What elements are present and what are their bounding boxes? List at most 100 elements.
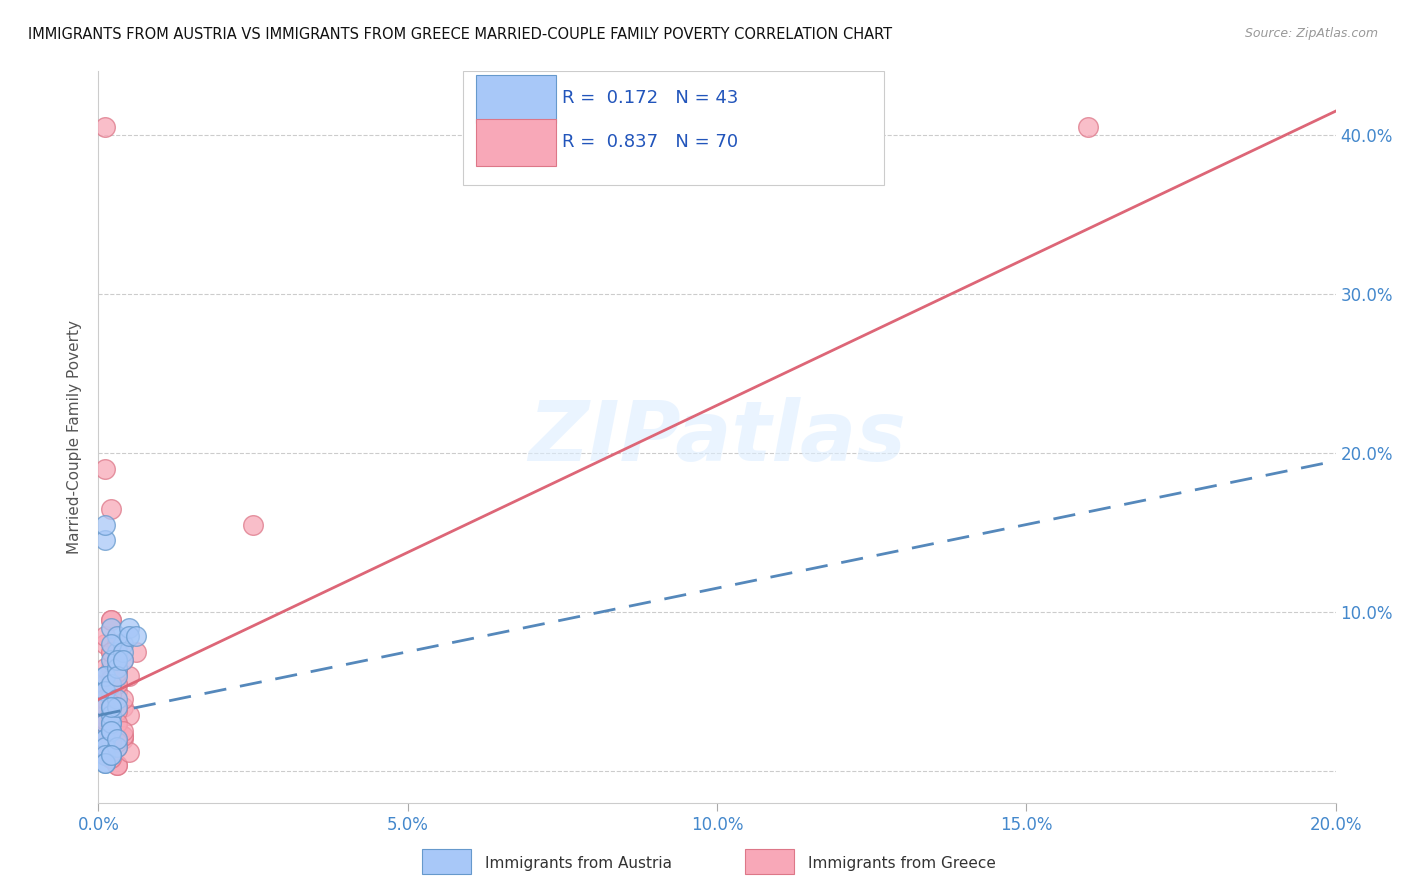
Point xyxy=(100,700,122,714)
Point xyxy=(100,724,122,739)
Point xyxy=(93,713,115,727)
Point xyxy=(112,729,135,743)
Point xyxy=(100,613,122,627)
Point xyxy=(105,724,128,739)
Point xyxy=(100,676,122,690)
Point xyxy=(105,629,128,643)
Point xyxy=(124,645,146,659)
Point xyxy=(105,637,128,651)
Point xyxy=(93,660,115,674)
Point xyxy=(100,637,122,651)
Point xyxy=(93,716,115,731)
Point xyxy=(93,668,115,682)
Point xyxy=(118,668,141,682)
Point xyxy=(100,700,122,714)
Point xyxy=(100,621,122,635)
Point xyxy=(93,684,115,698)
Point xyxy=(100,708,122,723)
Point xyxy=(93,724,115,739)
Point xyxy=(93,724,115,739)
Point xyxy=(105,735,128,749)
Point xyxy=(93,684,115,698)
Point xyxy=(100,735,122,749)
Point xyxy=(112,724,135,739)
Point xyxy=(112,729,135,743)
Point xyxy=(105,653,128,667)
Point xyxy=(105,653,128,667)
Point xyxy=(105,740,128,755)
Point xyxy=(100,716,122,731)
Point xyxy=(105,676,128,690)
Point xyxy=(105,660,128,674)
Point xyxy=(93,700,115,714)
Point xyxy=(105,732,128,747)
Text: IMMIGRANTS FROM AUSTRIA VS IMMIGRANTS FROM GREECE MARRIED-COUPLE FAMILY POVERTY : IMMIGRANTS FROM AUSTRIA VS IMMIGRANTS FR… xyxy=(28,27,893,42)
Point xyxy=(100,613,122,627)
Point xyxy=(118,629,141,643)
FancyBboxPatch shape xyxy=(475,119,557,167)
Point xyxy=(93,732,115,747)
Point xyxy=(100,676,122,690)
Point xyxy=(118,621,141,635)
Point xyxy=(93,748,115,763)
Point xyxy=(93,740,115,755)
Point xyxy=(100,748,122,763)
Point xyxy=(93,756,115,770)
Point xyxy=(105,732,128,747)
Point xyxy=(105,676,128,690)
Point xyxy=(100,697,122,711)
Point xyxy=(100,732,122,747)
Point xyxy=(112,653,135,667)
Point xyxy=(105,660,128,674)
Point xyxy=(93,735,115,749)
Point xyxy=(105,757,128,772)
Point xyxy=(93,700,115,714)
Point xyxy=(93,120,115,134)
Point xyxy=(100,501,122,516)
Point xyxy=(242,517,264,532)
Point xyxy=(100,751,122,765)
Point xyxy=(93,676,115,690)
Point xyxy=(112,645,135,659)
Point xyxy=(93,748,115,763)
Point xyxy=(105,645,128,659)
Point xyxy=(105,719,128,733)
Y-axis label: Married-Couple Family Poverty: Married-Couple Family Poverty xyxy=(67,320,83,554)
Point xyxy=(93,692,115,706)
Point xyxy=(93,517,115,532)
Point xyxy=(93,462,115,476)
Point xyxy=(100,724,122,739)
Point xyxy=(105,692,128,706)
Point xyxy=(100,751,122,765)
Point xyxy=(100,653,122,667)
Point xyxy=(100,676,122,690)
Point xyxy=(93,745,115,759)
FancyBboxPatch shape xyxy=(475,75,557,122)
Point xyxy=(93,708,115,723)
Point xyxy=(100,660,122,674)
Point xyxy=(93,740,115,755)
Text: ZIPatlas: ZIPatlas xyxy=(529,397,905,477)
Point xyxy=(93,533,115,548)
Point xyxy=(100,676,122,690)
Point xyxy=(105,684,128,698)
Point xyxy=(100,688,122,702)
Point xyxy=(105,735,128,749)
Point xyxy=(100,660,122,674)
Point xyxy=(93,756,115,770)
Point xyxy=(93,637,115,651)
Point xyxy=(100,645,122,659)
Point xyxy=(100,745,122,759)
Text: Immigrants from Austria: Immigrants from Austria xyxy=(485,856,672,871)
Point xyxy=(124,629,146,643)
Point xyxy=(105,700,128,714)
Point xyxy=(105,704,128,718)
Point xyxy=(105,716,128,731)
Point xyxy=(105,757,128,772)
Point xyxy=(100,700,122,714)
Point xyxy=(112,692,135,706)
Point xyxy=(93,740,115,755)
Point xyxy=(93,668,115,682)
Point xyxy=(105,668,128,682)
Point xyxy=(112,653,135,667)
